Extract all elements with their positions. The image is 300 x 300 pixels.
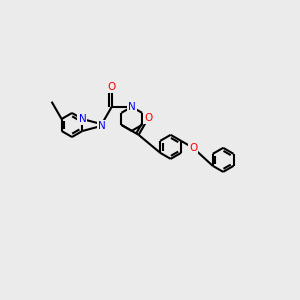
Text: N: N [98,121,106,131]
Text: O: O [108,82,116,92]
Text: O: O [145,112,153,122]
Text: N: N [79,114,86,124]
Text: N: N [128,102,136,112]
Text: O: O [189,143,197,153]
